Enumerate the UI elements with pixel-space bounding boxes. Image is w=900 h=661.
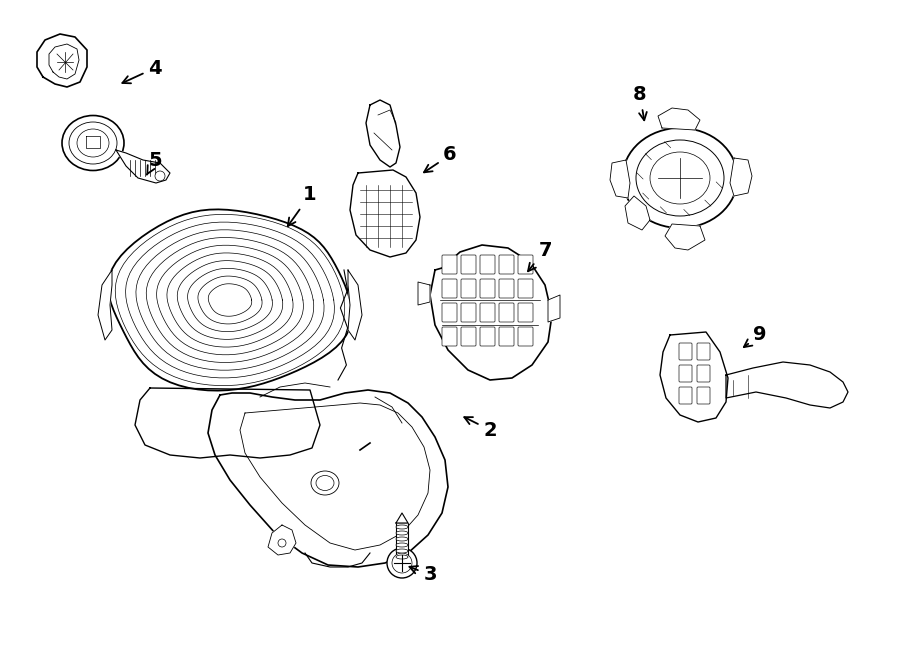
- Polygon shape: [610, 160, 630, 198]
- Polygon shape: [108, 210, 352, 391]
- Polygon shape: [98, 270, 112, 340]
- Text: 5: 5: [147, 151, 162, 175]
- Polygon shape: [116, 150, 170, 183]
- Polygon shape: [350, 170, 420, 257]
- Bar: [396, 523, 408, 561]
- FancyBboxPatch shape: [697, 387, 710, 404]
- Polygon shape: [366, 100, 400, 167]
- Ellipse shape: [396, 531, 408, 535]
- Polygon shape: [208, 390, 448, 567]
- Polygon shape: [658, 108, 700, 130]
- Ellipse shape: [77, 129, 109, 157]
- FancyBboxPatch shape: [697, 343, 710, 360]
- Polygon shape: [418, 282, 430, 305]
- Ellipse shape: [69, 122, 117, 164]
- FancyBboxPatch shape: [480, 255, 495, 274]
- FancyBboxPatch shape: [518, 255, 533, 274]
- Text: 9: 9: [743, 325, 767, 347]
- FancyBboxPatch shape: [461, 279, 476, 298]
- Circle shape: [387, 548, 417, 578]
- FancyBboxPatch shape: [499, 327, 514, 346]
- FancyBboxPatch shape: [499, 279, 514, 298]
- FancyBboxPatch shape: [442, 327, 457, 346]
- FancyBboxPatch shape: [480, 303, 495, 322]
- Ellipse shape: [396, 543, 408, 547]
- FancyBboxPatch shape: [679, 387, 692, 404]
- Ellipse shape: [623, 128, 737, 228]
- FancyBboxPatch shape: [480, 327, 495, 346]
- Circle shape: [392, 553, 412, 573]
- FancyBboxPatch shape: [499, 255, 514, 274]
- Ellipse shape: [650, 152, 710, 204]
- Circle shape: [155, 171, 165, 181]
- Text: 8: 8: [634, 85, 647, 120]
- Polygon shape: [37, 34, 87, 87]
- Polygon shape: [726, 362, 848, 408]
- FancyBboxPatch shape: [679, 343, 692, 360]
- Polygon shape: [625, 196, 650, 230]
- Polygon shape: [348, 270, 362, 340]
- Polygon shape: [665, 224, 705, 250]
- FancyBboxPatch shape: [461, 255, 476, 274]
- FancyBboxPatch shape: [697, 365, 710, 382]
- Ellipse shape: [311, 471, 339, 495]
- FancyBboxPatch shape: [499, 303, 514, 322]
- Polygon shape: [660, 332, 728, 422]
- Ellipse shape: [396, 555, 408, 559]
- Ellipse shape: [396, 525, 408, 529]
- FancyBboxPatch shape: [442, 303, 457, 322]
- FancyBboxPatch shape: [679, 365, 692, 382]
- Polygon shape: [268, 525, 296, 555]
- Ellipse shape: [316, 475, 334, 490]
- Polygon shape: [49, 44, 79, 79]
- FancyBboxPatch shape: [518, 303, 533, 322]
- FancyBboxPatch shape: [461, 327, 476, 346]
- Text: 1: 1: [288, 186, 317, 226]
- Text: 7: 7: [528, 241, 552, 271]
- Polygon shape: [135, 388, 320, 458]
- Text: 4: 4: [122, 59, 162, 83]
- FancyBboxPatch shape: [518, 279, 533, 298]
- FancyBboxPatch shape: [442, 255, 457, 274]
- Polygon shape: [548, 295, 560, 322]
- FancyBboxPatch shape: [480, 279, 495, 298]
- Text: 3: 3: [410, 566, 436, 584]
- Ellipse shape: [636, 140, 724, 216]
- Text: 6: 6: [424, 145, 457, 173]
- Polygon shape: [396, 513, 408, 523]
- FancyBboxPatch shape: [461, 303, 476, 322]
- Text: 2: 2: [464, 417, 497, 440]
- Polygon shape: [430, 245, 552, 380]
- Ellipse shape: [396, 549, 408, 553]
- Ellipse shape: [62, 116, 124, 171]
- Circle shape: [278, 539, 286, 547]
- FancyBboxPatch shape: [518, 327, 533, 346]
- Polygon shape: [730, 158, 752, 196]
- FancyBboxPatch shape: [442, 279, 457, 298]
- Ellipse shape: [396, 537, 408, 541]
